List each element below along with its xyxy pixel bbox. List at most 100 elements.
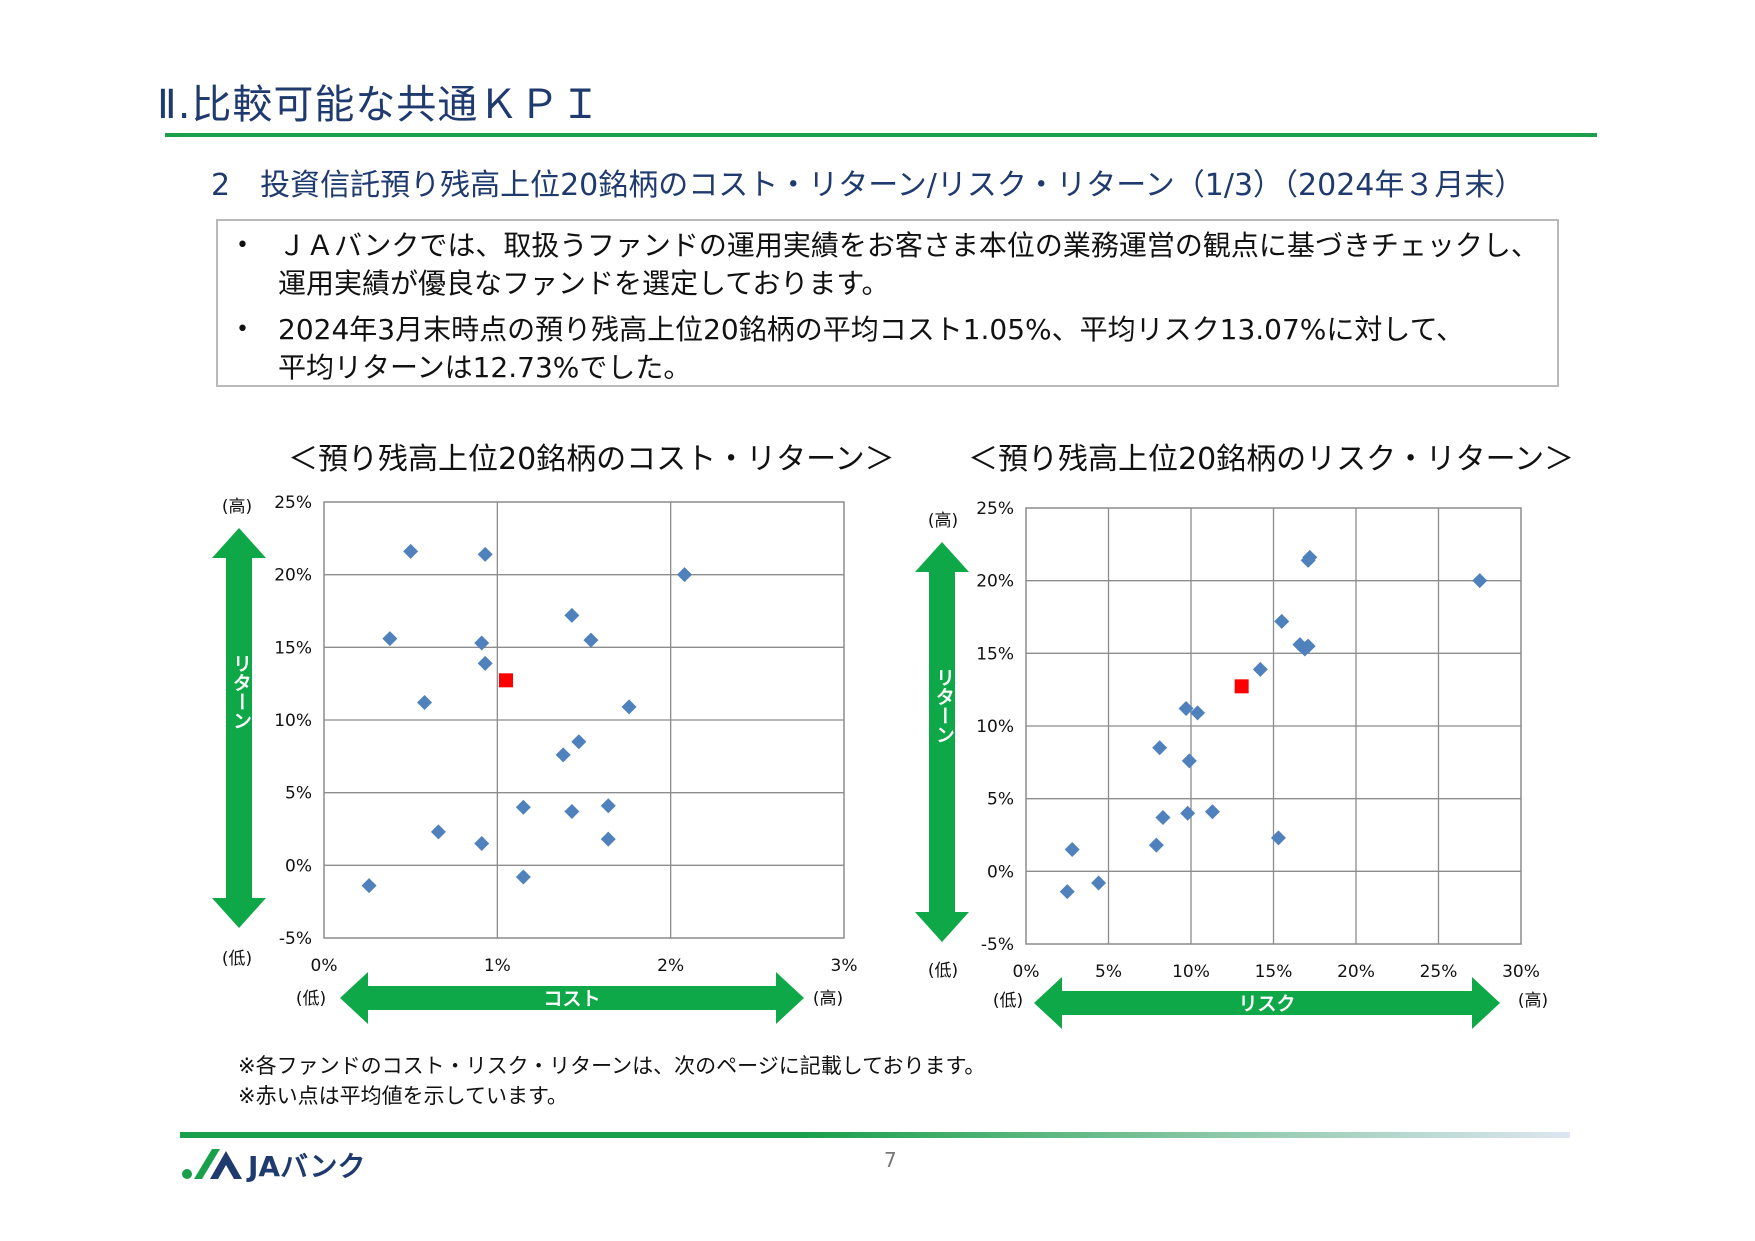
y-axis-arrow [915,542,969,942]
data-point [1270,830,1286,846]
x-tick-label: 2% [657,956,684,976]
x-axis-label: コスト [543,988,600,1010]
x-tick-label: 20% [1337,962,1375,982]
data-point [564,804,580,820]
data-point [403,543,419,559]
x-tick-label: 15% [1255,962,1293,982]
y-tick-label: 10% [976,717,1014,737]
data-point [474,836,490,852]
note-2: ※赤い点は平均値を示しています。 [238,1084,568,1108]
y-tick-label: 0% [987,862,1014,882]
data-point [555,747,571,763]
note-1: ※各ファンドのコスト・リスク・リターンは、次のページに記載しております。 [238,1054,986,1078]
data-point [515,869,531,885]
y-low-label: (低) [928,961,958,981]
cost-return-chart-title: ＜預り残高上位20銘柄のコスト・リターン＞ [288,442,895,477]
data-point [1091,875,1107,891]
summary-box: • ＪＡバンクでは、取扱うファンドの運用実績をお客さま本位の業務運営の観点に基づ… [216,219,1559,387]
data-point [1148,837,1164,853]
data-point [382,631,398,647]
average-point [1234,679,1249,694]
data-point [1064,842,1080,858]
ja-bank-logo: JAバンク [182,1149,366,1183]
ja-logo-icon [182,1149,242,1179]
page-title: Ⅱ.比較可能な共通ＫＰＩ [157,82,602,128]
bullet-1-line-2: 運用実績が優良なファンドを選定しております。 [278,267,890,300]
data-point [430,824,446,840]
y-axis-label: リターン [933,668,955,744]
y-tick-label: 10% [274,711,312,731]
data-point [564,607,580,623]
data-point [677,567,693,583]
data-point [515,799,531,815]
data-point [1300,552,1316,568]
x-tick-label: 5% [1095,962,1122,982]
risk-return-scatter-chart: 0% 5% 10% 15% 20% 25% 30% 25% 20% 15% 10% 5% 0% -5% リタ… [915,499,1548,1029]
x-tick-label: 3% [831,956,858,976]
risk-return-chart-title: ＜預り残高上位20銘柄のリスク・リターン＞ [968,442,1575,477]
data-point [477,546,493,562]
x-tick-label: 1% [484,956,511,976]
data-point [1178,701,1194,717]
x-high-label: (高) [1518,991,1548,1011]
y-tick-label: 15% [976,644,1014,664]
x-high-label: (高) [813,989,843,1009]
y-tick-label: 15% [274,638,312,658]
data-point [571,734,587,750]
x-low-label: (低) [993,991,1023,1011]
x-low-label: (低) [296,989,326,1009]
data-point [1472,573,1488,589]
logo-text: JAバンク [246,1150,366,1183]
data-point [1059,884,1075,900]
data-point [600,798,616,814]
bullet-2-line-2: 平均リターンは12.73%でした。 [278,351,692,384]
y-tick-label: 25% [274,493,312,513]
y-high-label: (高) [928,511,958,531]
bullet-marker: • [236,317,249,342]
x-tick-label: 30% [1502,962,1540,982]
title-divider [165,133,1597,137]
x-tick-label: 25% [1420,962,1458,982]
data-point [1274,613,1290,629]
y-tick-label: 20% [274,566,312,586]
x-tick-label: 0% [1013,962,1040,982]
y-tick-label: -5% [981,935,1014,955]
data-point [477,655,493,671]
data-point [583,632,599,648]
y-tick-label: 0% [285,856,312,876]
x-tick-label: 0% [311,956,338,976]
bullet-1-line-1: ＪＡバンクでは、取扱うファンドの運用実績をお客さま本位の業務運営の観点に基づきチ… [278,229,1539,262]
x-axis-arrow [1034,977,1500,1029]
data-point [1152,740,1168,756]
y-tick-label: 25% [976,499,1014,519]
page-number: 7 [884,1148,897,1172]
data-point [1181,753,1197,769]
y-tick-label: 20% [976,572,1014,592]
x-axis-arrow [340,972,804,1024]
data-point [417,695,433,711]
x-tick-label: 10% [1172,962,1210,982]
data-point [1180,805,1196,821]
bullet-2-line-1: 2024年3月末時点の預り残高上位20銘柄の平均コスト1.05%、平均リスク13… [278,313,1465,346]
data-point [1155,810,1171,826]
y-tick-label: -5% [279,929,312,949]
data-point [600,831,616,847]
data-point [1190,705,1206,721]
data-point [361,878,377,894]
average-point [499,673,513,688]
y-low-label: (低) [222,949,252,969]
data-point [1292,637,1308,653]
data-point [621,699,637,715]
data-point [1297,641,1313,657]
x-axis-label: リスク [1238,993,1295,1015]
section-subtitle: 2 投資信託預り残高上位20銘柄のコスト・リターン/リスク・リターン（1/3）（… [211,168,1525,203]
y-axis-arrow [212,528,266,928]
bullet-marker: • [236,233,249,258]
y-tick-label: 5% [285,784,312,804]
y-axis-label: リターン [230,654,252,730]
data-point [1252,661,1268,677]
data-point [1204,804,1220,820]
data-point [474,635,490,651]
footer-divider [180,1132,1570,1138]
